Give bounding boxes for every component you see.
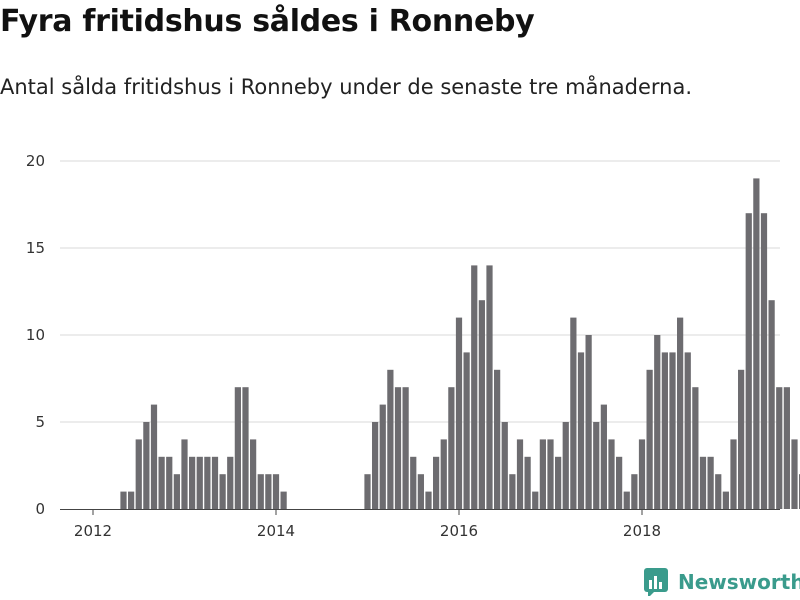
bar [722,491,729,509]
logo-text: Newsworthy [678,570,800,594]
bar [440,439,447,509]
bar [707,456,714,509]
bar [776,387,783,509]
y-tick-label: 10 [26,326,45,344]
x-tick-label: 2016 [440,522,478,540]
bar [250,439,257,509]
bar [463,352,470,509]
bar [120,491,127,509]
bar [753,178,760,509]
bar [616,456,623,509]
bar [516,439,524,509]
bar [272,474,280,509]
bar [143,422,150,509]
bar [646,369,653,509]
x-tick-label: 2018 [623,522,661,540]
bar [791,439,798,509]
bar [166,456,173,509]
bar [364,474,371,509]
bar [692,387,699,509]
bar [745,213,752,509]
bar [425,491,432,509]
y-axis: 0 5 10 15 20 [26,152,45,518]
bar [600,404,607,509]
bar [638,439,646,509]
bar [394,387,402,509]
bar [684,352,691,509]
bar [257,474,264,509]
chart-title: Fyra fritidshus såldes i Ronneby [0,4,535,39]
bar [478,300,485,509]
bar [265,474,272,509]
y-tick-label: 0 [35,500,45,518]
bar [173,474,180,509]
bar [654,335,661,509]
bar [539,439,546,509]
bar [402,387,409,509]
bar [196,456,203,509]
y-tick-label: 5 [35,413,45,431]
bar [387,369,394,509]
bar [631,474,638,509]
bar [158,456,165,509]
bar-series [120,178,800,509]
bar [509,474,516,509]
bar [532,491,539,509]
bar [760,213,768,509]
bar [372,422,379,509]
bar [577,352,585,509]
bar [234,387,241,509]
bar [669,352,676,509]
bar [524,456,531,509]
bar-chart: 20122014201620182020202220242026 0510152… [26,152,800,540]
bar [715,474,722,509]
bar [448,387,455,509]
bar [661,352,668,509]
bar [219,474,226,509]
y-tick-label: 15 [26,239,45,257]
bar [379,404,386,509]
bar [486,265,493,509]
bar [471,265,478,509]
bar [242,387,249,509]
bar [699,456,707,509]
x-tick-label: 2014 [257,522,295,540]
y-tick-label: 20 [26,152,45,170]
bar [768,300,775,509]
bar [547,439,554,509]
bar [204,456,211,509]
bar [410,456,417,509]
x-axis: 20122014201620182020202220242026 [60,509,780,540]
bar [783,387,790,509]
bar-chart-logo-icon [644,568,668,596]
bar [150,404,158,509]
x-tick-label: 2012 [74,522,112,540]
bar [570,317,577,509]
bar [677,317,684,509]
bar [189,456,196,509]
bar [433,456,440,509]
bar [280,491,287,509]
bar [593,422,600,509]
bar [211,456,219,509]
newsworthy-logo: Newsworthy [644,568,800,596]
bar [181,439,188,509]
bar [555,456,562,509]
bar [585,335,592,509]
bar [455,317,463,509]
bar [623,491,630,509]
bar [608,439,615,509]
bar [494,369,501,509]
bar [738,369,745,509]
bar [128,491,135,509]
bar [227,456,234,509]
chart-subtitle: Antal sålda fritidshus i Ronneby under d… [0,75,693,99]
bar [135,439,142,509]
bar [417,474,424,509]
bar [730,439,737,509]
bar [501,422,508,509]
bar [562,422,569,509]
